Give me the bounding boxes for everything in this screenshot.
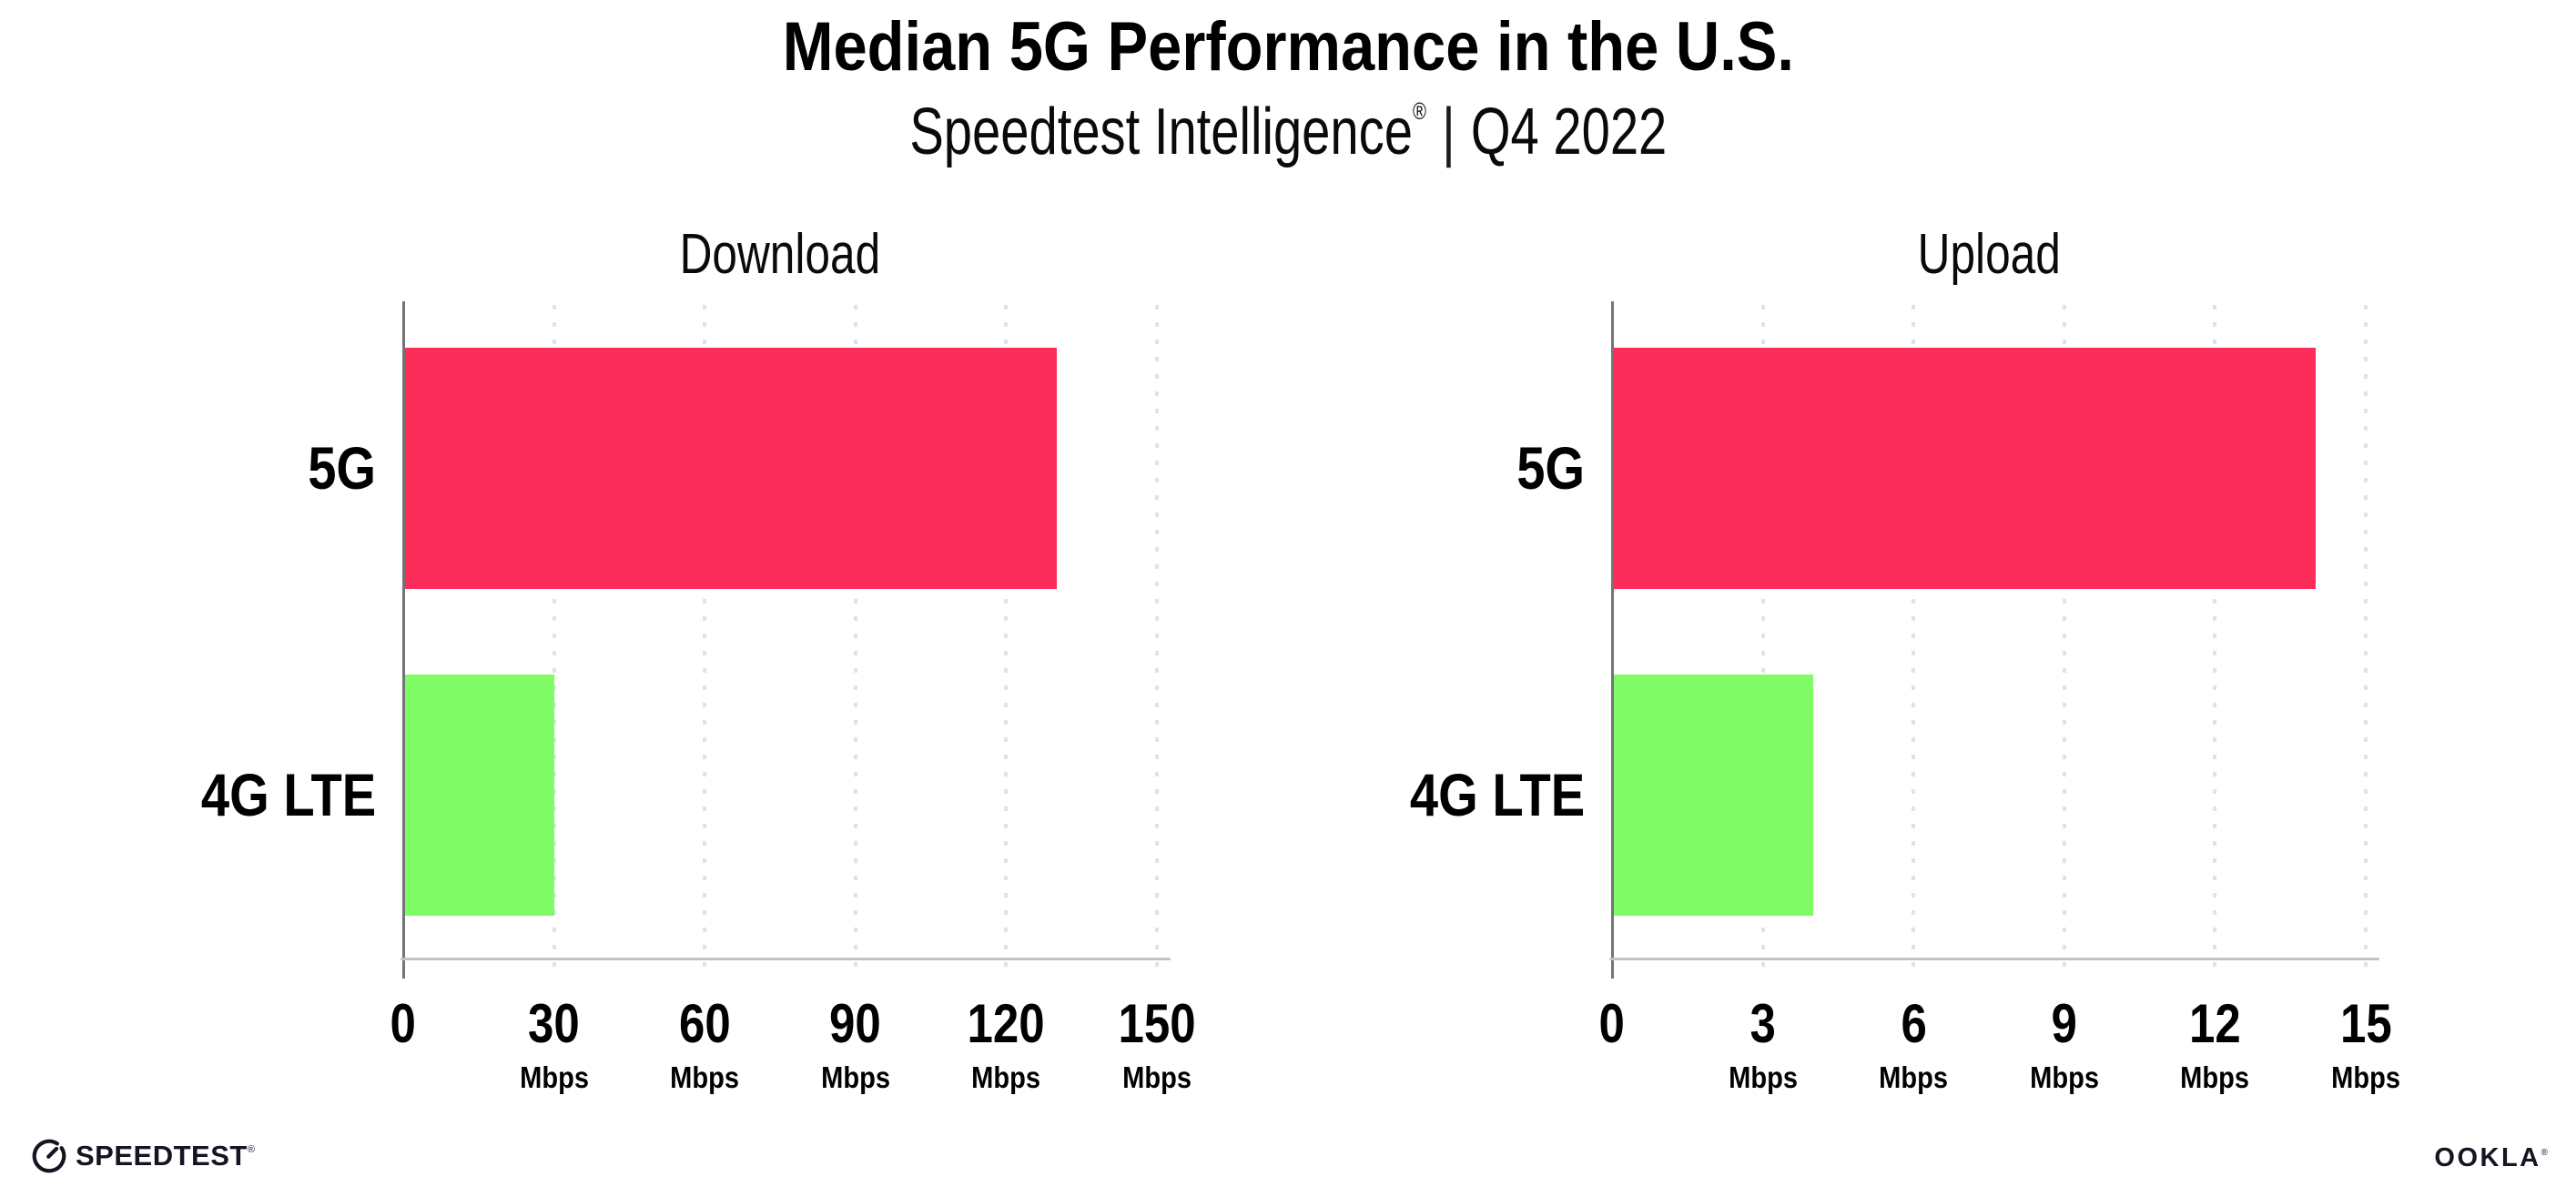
upload-bar-5g: [1612, 348, 2316, 589]
upload-chart-title: Upload: [1917, 223, 2061, 286]
download-x-tick-unit-60: Mbps: [670, 1060, 740, 1094]
upload-y-axis: [1611, 301, 1614, 979]
upload-x-tick-unit-6: Mbps: [1879, 1060, 1949, 1094]
download-x-tick-unit-30: Mbps: [519, 1060, 589, 1094]
download-x-tick-value-120: 120: [967, 993, 1045, 1054]
download-x-tick-90: 90 Mbps: [746, 992, 965, 1095]
upload-plot-area: [1609, 301, 2379, 979]
upload-x-tick-unit-15: Mbps: [2331, 1060, 2400, 1094]
download-x-tick-value-90: 90: [829, 993, 882, 1054]
download-x-tick-0: 0: [294, 992, 512, 1055]
upload-x-axis-ticks: 0 3 Mbps 6 Mbps 9 Mbps 12 Mbps 15 Mbps: [1599, 992, 2400, 1138]
download-chart-title: Download: [679, 223, 881, 286]
download-bar-4g-lte: [403, 675, 554, 916]
download-x-tick-30: 30 Mbps: [445, 992, 664, 1095]
speedtest-registered-mark: ®: [247, 1144, 256, 1155]
upload-bar-4g-lte: [1612, 675, 1813, 916]
download-x-tick-value-60: 60: [678, 993, 731, 1054]
download-y-axis: [402, 301, 405, 979]
upload-x-tick-unit-12: Mbps: [2180, 1060, 2250, 1094]
upload-gridline-6: [1912, 305, 1916, 971]
download-category-label-4g-lte: 4G LTE: [200, 761, 376, 829]
download-plot-area: [401, 301, 1171, 979]
download-x-tick-60: 60 Mbps: [595, 992, 814, 1095]
speedtest-logo: SPEEDTEST®: [31, 1138, 255, 1174]
upload-x-tick-12: 12 Mbps: [2105, 992, 2324, 1095]
upload-x-tick-value-15: 15: [2339, 993, 2392, 1054]
upload-x-axis: [1609, 958, 2379, 960]
upload-x-tick-9: 9 Mbps: [1955, 992, 2174, 1095]
registered-mark: ®: [1412, 97, 1426, 125]
download-x-tick-value-0: 0: [390, 993, 417, 1054]
upload-gridline-12: [2213, 305, 2217, 971]
download-category-label-5g: 5G: [308, 434, 376, 502]
upload-category-label-4g-lte: 4G LTE: [1409, 761, 1585, 829]
ookla-registered-mark: ®: [2541, 1148, 2548, 1158]
upload-x-tick-value-0: 0: [1598, 993, 1626, 1054]
download-x-tick-120: 120 Mbps: [897, 992, 1115, 1095]
upload-x-tick-value-9: 9: [2051, 993, 2077, 1054]
upload-x-tick-unit-3: Mbps: [1728, 1060, 1798, 1094]
download-gridline-30: [552, 305, 556, 971]
subtitle-separator: |: [1441, 96, 1455, 168]
download-x-tick-unit-90: Mbps: [820, 1060, 890, 1094]
upload-gridline-15: [2364, 305, 2368, 971]
download-gridline-120: [1004, 305, 1009, 971]
upload-gridline-3: [1760, 305, 1765, 971]
upload-x-tick-15: 15 Mbps: [2257, 992, 2475, 1095]
subtitle-period: Q4 2022: [1470, 96, 1667, 168]
gauge-icon: [31, 1138, 67, 1174]
subtitle-brand: Speedtest Intelligence: [909, 96, 1413, 168]
upload-x-tick-value-6: 6: [1901, 993, 1927, 1054]
upload-x-tick-unit-9: Mbps: [2029, 1060, 2099, 1094]
upload-x-tick-0: 0: [1503, 992, 1721, 1055]
page-subtitle: Speedtest Intelligence® | Q4 2022: [0, 95, 2576, 169]
download-x-tick-unit-150: Mbps: [1122, 1060, 1192, 1094]
download-bar-5g: [403, 348, 1057, 589]
download-x-axis-ticks: 0 30 Mbps 60 Mbps 90 Mbps 120 Mbps 150 Mbps: [390, 992, 1196, 1138]
download-gridline-60: [703, 305, 707, 971]
download-x-axis: [401, 958, 1171, 960]
upload-gridline-9: [2062, 305, 2066, 971]
ookla-logo: OOKLA®: [2434, 1143, 2548, 1173]
download-category-labels: 5G 4G LTE: [0, 305, 376, 959]
download-x-tick-unit-120: Mbps: [971, 1060, 1041, 1094]
page-title: Median 5G Performance in the U.S.: [782, 8, 1794, 86]
download-gridline-150: [1155, 305, 1159, 971]
upload-x-tick-value-3: 3: [1749, 993, 1776, 1054]
ookla-wordmark: OOKLA®: [2434, 1143, 2548, 1172]
upload-x-tick-value-12: 12: [2189, 993, 2241, 1054]
upload-category-label-5g: 5G: [1516, 434, 1585, 502]
upload-category-labels: 5G 4G LTE: [1282, 305, 1585, 959]
upload-x-tick-3: 3 Mbps: [1654, 992, 1872, 1095]
upload-x-tick-6: 6 Mbps: [1804, 992, 2023, 1095]
speedtest-wordmark: SPEEDTEST®: [76, 1140, 256, 1172]
download-x-tick-150: 150 Mbps: [1048, 992, 1266, 1095]
download-x-tick-value-150: 150: [1118, 993, 1196, 1054]
download-gridline-90: [853, 305, 857, 971]
download-x-tick-value-30: 30: [528, 993, 580, 1054]
